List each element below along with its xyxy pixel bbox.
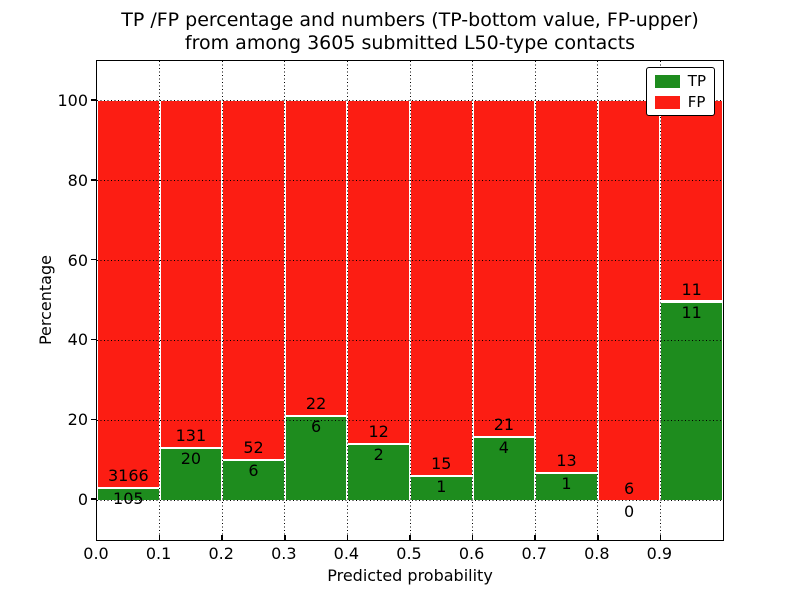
fp-count-label: 13 bbox=[556, 450, 577, 470]
x-tick-mark bbox=[659, 535, 662, 540]
bar-segment-fp bbox=[535, 100, 598, 472]
x-tick-mark bbox=[346, 535, 349, 540]
horizontal-gridline bbox=[97, 180, 723, 182]
bar-segment-fp bbox=[660, 100, 723, 301]
bar-segment-fp bbox=[410, 100, 473, 476]
x-tick-label: 0.5 bbox=[396, 544, 422, 563]
vertical-gridline bbox=[597, 61, 599, 540]
bar-segment-fp bbox=[597, 100, 661, 501]
vertical-gridline bbox=[346, 61, 348, 540]
y-tick-mark bbox=[91, 179, 97, 181]
x-tick-label: 0.0 bbox=[83, 544, 109, 563]
legend: TP FP bbox=[645, 67, 715, 116]
vertical-gridline bbox=[284, 61, 286, 540]
bar-segment-fp bbox=[159, 100, 223, 448]
x-tick-label: 0.9 bbox=[646, 544, 673, 563]
bar-segment-fp bbox=[97, 100, 160, 488]
bar-segment-fp bbox=[472, 100, 536, 437]
fp-count-label: 11 bbox=[681, 279, 702, 299]
bar-segment-tp bbox=[347, 443, 410, 501]
y-tick-mark bbox=[91, 99, 97, 101]
legend-label-fp: FP bbox=[687, 93, 706, 111]
x-axis-label: Predicted probability bbox=[327, 566, 493, 585]
x-tick-label: 0.7 bbox=[521, 544, 547, 563]
x-tick-label: 0.1 bbox=[145, 544, 172, 563]
fp-count-label: 12 bbox=[368, 422, 389, 442]
x-tick-mark bbox=[534, 535, 536, 540]
legend-item-tp: TP bbox=[654, 72, 706, 90]
vertical-gridline bbox=[659, 61, 661, 540]
horizontal-gridline bbox=[97, 100, 723, 102]
fp-count-label: 52 bbox=[243, 437, 264, 457]
fp-count-label: 6 bbox=[624, 479, 635, 499]
tp-count-label: 6 bbox=[311, 416, 322, 436]
chart-title-line2: from among 3605 submitted L50-type conta… bbox=[184, 32, 636, 54]
fp-count-label: 15 bbox=[431, 454, 452, 474]
legend-label-tp: TP bbox=[687, 72, 706, 90]
horizontal-gridline bbox=[97, 339, 723, 341]
plot-area: 3166 105 131 20 52 6 22 6 12 2 15 1 21 4 13 1 6 0 11 11 TP … bbox=[96, 60, 724, 541]
horizontal-gridline bbox=[97, 260, 723, 262]
vertical-gridline bbox=[534, 61, 536, 540]
x-tick-label: 0.6 bbox=[458, 544, 485, 563]
y-tick-label: 0 bbox=[77, 490, 88, 510]
x-tick-label: 0.2 bbox=[208, 544, 234, 563]
y-tick-mark bbox=[91, 498, 97, 500]
horizontal-gridline bbox=[97, 419, 723, 421]
x-tick-label: 0.4 bbox=[333, 544, 360, 563]
bar-segment-tp bbox=[535, 471, 598, 501]
tp-count-label: 20 bbox=[180, 449, 202, 469]
fp-color-swatch bbox=[654, 95, 680, 109]
y-tick-label: 100 bbox=[57, 90, 88, 110]
fp-count-label: 22 bbox=[305, 393, 327, 413]
chart-title-line1: TP /FP percentage and numbers (TP-bottom… bbox=[121, 9, 699, 31]
y-tick-label: 40 bbox=[67, 330, 88, 350]
tp-count-label: 105 bbox=[113, 489, 144, 509]
y-tick-label: 60 bbox=[67, 250, 88, 270]
tp-count-label: 6 bbox=[248, 460, 259, 480]
fp-count-label: 131 bbox=[175, 426, 207, 446]
chart-title: TP /FP percentage and numbers (TP-bottom… bbox=[96, 9, 724, 55]
tp-count-label: 11 bbox=[681, 302, 702, 322]
vertical-gridline bbox=[221, 61, 223, 540]
tp-count-label: 4 bbox=[498, 438, 509, 458]
bar-segment-fp bbox=[284, 100, 348, 415]
x-tick-mark bbox=[158, 535, 161, 540]
vertical-gridline bbox=[159, 61, 161, 540]
vertical-gridline bbox=[409, 61, 411, 540]
bar-segment-tp bbox=[472, 436, 536, 501]
x-tick-label: 0.8 bbox=[584, 544, 610, 563]
x-tick-mark bbox=[284, 535, 286, 540]
tp-count-label: 1 bbox=[436, 477, 447, 497]
fp-count-label: 21 bbox=[493, 415, 515, 435]
x-tick-mark bbox=[409, 535, 411, 540]
y-axis-label: Percentage bbox=[36, 255, 55, 346]
y-tick-label: 80 bbox=[67, 170, 88, 190]
x-tick-mark bbox=[221, 535, 223, 540]
legend-item-fp: FP bbox=[654, 93, 706, 111]
tp-count-label: 2 bbox=[373, 445, 384, 465]
bar-segment-tp bbox=[660, 300, 723, 501]
fp-count-label: 3166 bbox=[107, 466, 149, 486]
bar-segment-tp bbox=[410, 475, 473, 501]
tp-color-swatch bbox=[654, 74, 680, 88]
bar-segment-fp bbox=[347, 100, 410, 444]
y-tick-label: 20 bbox=[67, 410, 88, 430]
vertical-gridline bbox=[472, 61, 474, 540]
x-tick-mark bbox=[471, 535, 474, 540]
x-tick-label: 0.3 bbox=[271, 544, 297, 563]
bar-segment-fp bbox=[222, 100, 285, 459]
tp-count-label: 1 bbox=[561, 473, 572, 493]
tp-count-label: 0 bbox=[624, 502, 635, 522]
horizontal-gridline bbox=[97, 499, 723, 501]
y-tick-mark bbox=[91, 338, 97, 341]
y-tick-mark bbox=[91, 418, 97, 420]
x-tick-mark bbox=[597, 535, 599, 540]
bar-segment-tp bbox=[284, 414, 348, 501]
y-tick-mark bbox=[91, 258, 97, 261]
